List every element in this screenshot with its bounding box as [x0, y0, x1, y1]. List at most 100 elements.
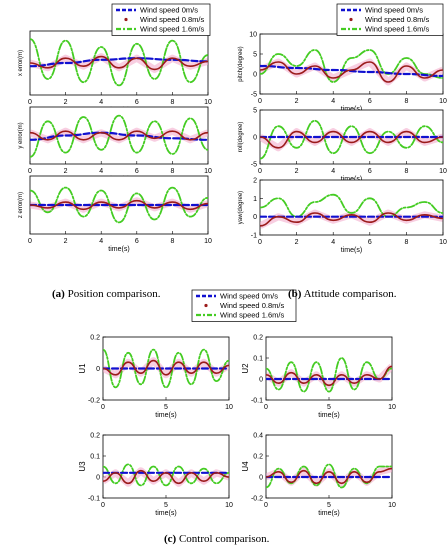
caption-a: (a) Position comparison. — [52, 288, 160, 300]
y-tick-label: -5 — [251, 162, 257, 169]
x-tick-label: 10 — [204, 168, 212, 175]
series-line-0 — [260, 64, 443, 78]
y-tick-label: 5 — [253, 108, 257, 115]
chart-z-error: 0 2 4 6 8 10 time(s) z error(m) — [18, 175, 212, 253]
y-tick-label: -1 — [251, 233, 257, 240]
plot-area — [102, 434, 230, 499]
y-tick-label: 0 — [253, 135, 257, 142]
plot-area — [259, 179, 444, 236]
series-line-2 — [30, 114, 208, 158]
y-tick-label: 5 — [253, 52, 257, 59]
x-tick-label: 6 — [135, 238, 139, 245]
series-line-2 — [266, 357, 392, 393]
x-tick-label: 4 — [99, 238, 103, 245]
y-axis-label: roll(degree) — [238, 122, 244, 153]
y-tick-label: -0.2 — [88, 398, 100, 405]
legend-entry: Wind speed 0m/s — [365, 6, 423, 15]
y-tick-label: 0.2 — [253, 454, 263, 461]
series-line-2 — [260, 193, 443, 218]
x-tick-label: 6 — [135, 168, 139, 175]
x-tick-label: 8 — [404, 98, 408, 105]
x-tick-label: 2 — [295, 168, 299, 175]
x-tick-label: 0 — [28, 99, 32, 106]
y-tick-label: 0 — [96, 366, 100, 373]
caption-b-tag: (b) — [288, 288, 302, 300]
x-tick-label: 4 — [331, 239, 335, 246]
x-tick-label: 8 — [170, 238, 174, 245]
series-group — [30, 186, 208, 224]
caption-a-text: Position comparison. — [67, 288, 161, 300]
x-tick-label: 4 — [331, 98, 335, 105]
series-line-1 — [260, 130, 443, 149]
caption-b-text: Attitude comparison. — [303, 288, 397, 300]
x-tick-label: 0 — [264, 502, 268, 509]
legend-entry: Wind speed 1.6m/s — [140, 25, 204, 34]
series-group — [266, 463, 392, 489]
plot-area — [259, 33, 444, 95]
x-tick-label: 2 — [64, 99, 68, 106]
series-group — [103, 463, 229, 487]
x-tick-label: 5 — [327, 502, 331, 509]
series-line-2 — [30, 38, 208, 87]
x-tick-label: 5 — [164, 404, 168, 411]
x-tick-label: 2 — [64, 238, 68, 245]
x-tick-label: 10 — [225, 502, 233, 509]
legend-entry: Wind speed 1.6m/s — [365, 25, 429, 34]
series-line-2 — [260, 119, 443, 160]
x-tick-label: 6 — [368, 239, 372, 246]
x-tick-label: 8 — [170, 99, 174, 106]
series-group — [260, 193, 443, 229]
x-tick-label: 0 — [28, 168, 32, 175]
series-line-1 — [30, 130, 208, 141]
x-tick-label: 10 — [225, 404, 233, 411]
caption-b: (b) Attitude comparison. — [288, 288, 396, 300]
x-tick-label: 4 — [331, 168, 335, 175]
caption-c: (c) Control comparison. — [164, 533, 269, 545]
y-axis-label: U4 — [241, 461, 250, 472]
legend-entry: Wind speed 0m/s — [140, 6, 198, 15]
x-tick-label: 10 — [388, 502, 396, 509]
y-tick-label: 0.4 — [253, 433, 263, 440]
x-tick-label: 0 — [258, 239, 262, 246]
y-tick-label: 0 — [259, 475, 263, 482]
series-line-2 — [260, 49, 443, 83]
series-line-1 — [103, 469, 229, 485]
x-tick-label: 6 — [368, 168, 372, 175]
caption-c-tag: (c) — [164, 533, 177, 545]
series-line-1 — [266, 467, 392, 485]
x-axis-label: time(s) — [341, 176, 362, 183]
x-tick-label: 10 — [439, 168, 447, 175]
x-tick-label: 0 — [264, 404, 268, 411]
x-tick-label: 2 — [295, 98, 299, 105]
x-tick-label: 0 — [28, 238, 32, 245]
x-axis-label: time(s) — [341, 106, 362, 113]
x-tick-label: 5 — [327, 404, 331, 411]
y-axis-label: z error(m) — [18, 192, 24, 218]
plot-area — [265, 434, 393, 499]
y-tick-label: 0.1 — [253, 356, 263, 363]
x-axis-label: time(s) — [108, 246, 129, 253]
y-tick-label: 2 — [253, 178, 257, 185]
x-tick-label: 2 — [295, 239, 299, 246]
series-line-2 — [30, 186, 208, 224]
y-tick-label: 0.2 — [90, 335, 100, 342]
series-group — [30, 38, 208, 87]
x-tick-label: 10 — [204, 99, 212, 106]
y-axis-label: U3 — [78, 461, 87, 472]
x-axis-label: time(s) — [318, 510, 339, 517]
series-group — [260, 49, 443, 86]
y-axis-label: yaw(degree) — [238, 191, 244, 224]
y-axis-label: y error(m) — [18, 122, 24, 148]
x-tick-label: 6 — [368, 98, 372, 105]
series-line-0 — [30, 131, 208, 141]
series-line-2 — [103, 463, 229, 487]
legend-entry: Wind speed 0m/s — [220, 292, 278, 301]
